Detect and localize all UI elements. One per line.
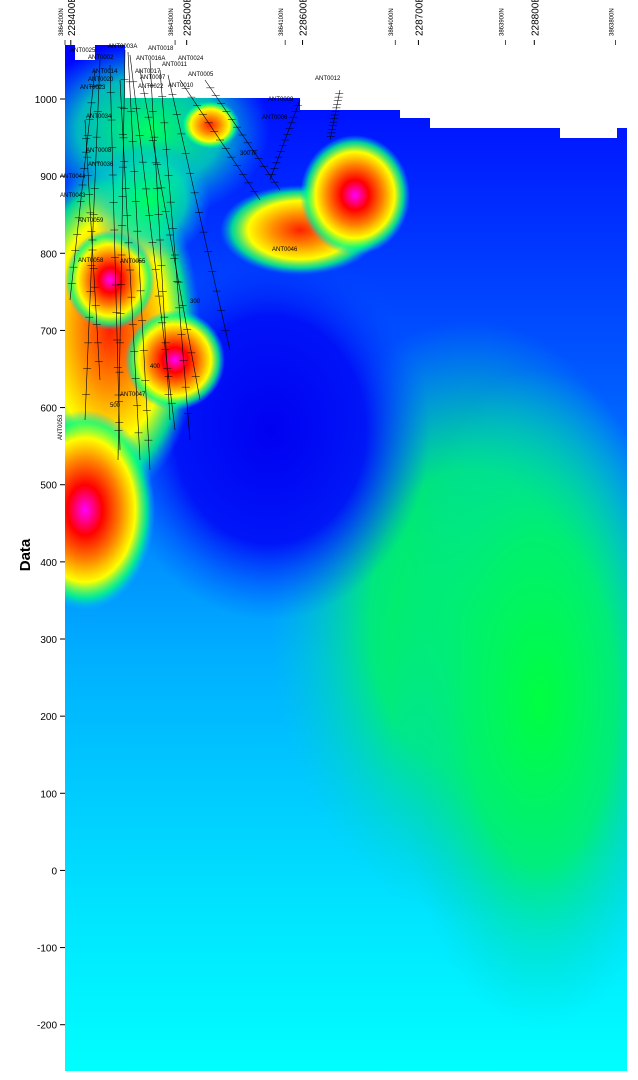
y-axis-label: Data — [17, 538, 34, 571]
hole-label: ANT0022 — [138, 84, 164, 90]
x-secondary-tick-label: 3864200N — [59, 8, 65, 36]
y-tick-label: 400 — [40, 558, 57, 569]
y-tick-label: 800 — [40, 249, 57, 260]
x-secondary-tick-label: 3864300N — [169, 8, 175, 36]
x-secondary-tick-label: 3863900N — [499, 8, 505, 36]
annotation-label: 300 — [190, 299, 201, 305]
y-tick-label: 600 — [40, 404, 57, 415]
y-tick-label: 200 — [40, 712, 57, 723]
hole-label: ANT0011 — [162, 62, 188, 68]
hole-label: ANT0020 — [88, 77, 114, 83]
hole-label: ANT0009 — [268, 97, 294, 103]
hole-label: ANT0024 — [178, 56, 204, 62]
annotation-label: 500 — [110, 403, 121, 409]
hole-label: ANT0007 — [140, 75, 166, 81]
y-tick-label: 500 — [40, 481, 57, 492]
hole-label: ANT0002 — [88, 55, 114, 61]
hole-label: ANT0010 — [168, 83, 194, 89]
drillhole-traces — [67, 49, 344, 471]
y-tick-label: 900 — [40, 172, 57, 183]
hole-label: ANT0046 — [272, 247, 298, 253]
y-tick-label: -200 — [37, 1021, 57, 1032]
x-secondary-tick-label: 3864000N — [389, 8, 395, 36]
y-tick-label: 300 — [40, 635, 57, 646]
hole-label: ANT0055 — [120, 259, 146, 265]
hole-label: ANT0005 — [188, 72, 214, 78]
x-tick-label: 228700E — [414, 0, 425, 36]
x-axis: 228400E 228500E 228600E 228700E 228800E 38642… — [59, 0, 616, 45]
y-tick-label: 700 — [40, 326, 57, 337]
x-tick-label: 228800E — [530, 0, 541, 36]
hole-label: ANT0006 — [262, 115, 288, 121]
hole-label: ANT0016A — [136, 56, 165, 62]
hole-label: ANT0036 — [88, 162, 114, 168]
hole-label: ANT0053 — [58, 414, 64, 440]
hole-label: ANT0018 — [148, 46, 174, 52]
x-tick-label: 228600E — [299, 0, 310, 36]
annotation-label: 300 m — [240, 151, 257, 157]
hole-label: ANT0043 — [60, 193, 86, 199]
hole-label: ANT0058 — [78, 258, 104, 264]
hole-label: ANT0059 — [78, 218, 104, 224]
x-secondary-tick-label: 3864100N — [279, 8, 285, 36]
x-secondary-tick-label: 3863800N — [609, 8, 615, 36]
hole-label: ANT0017 — [135, 69, 161, 75]
x-tick-label: 228400E — [67, 0, 78, 36]
hole-label: ANT0034 — [86, 114, 112, 120]
hole-label: ANT0025 — [70, 48, 96, 54]
y-tick-label: 100 — [40, 789, 57, 800]
x-tick-label: 228500E — [183, 0, 194, 36]
hole-label: ANT0003A — [108, 44, 137, 50]
heatmap-field — [65, 45, 627, 1071]
annotation-label: 400 — [150, 364, 161, 370]
hole-label: ANT0014 — [92, 69, 118, 75]
hole-label: ANT0047 — [120, 392, 146, 398]
y-tick-label: -100 — [37, 944, 57, 955]
y-tick-label: 1000 — [35, 95, 58, 106]
y-tick-label: 0 — [51, 866, 57, 877]
hole-label: ANT0008 — [86, 148, 112, 154]
hole-label: ANT0023 — [80, 85, 106, 91]
hole-label: ANT0012 — [315, 76, 341, 82]
hole-label: ANT0044 — [60, 174, 86, 180]
